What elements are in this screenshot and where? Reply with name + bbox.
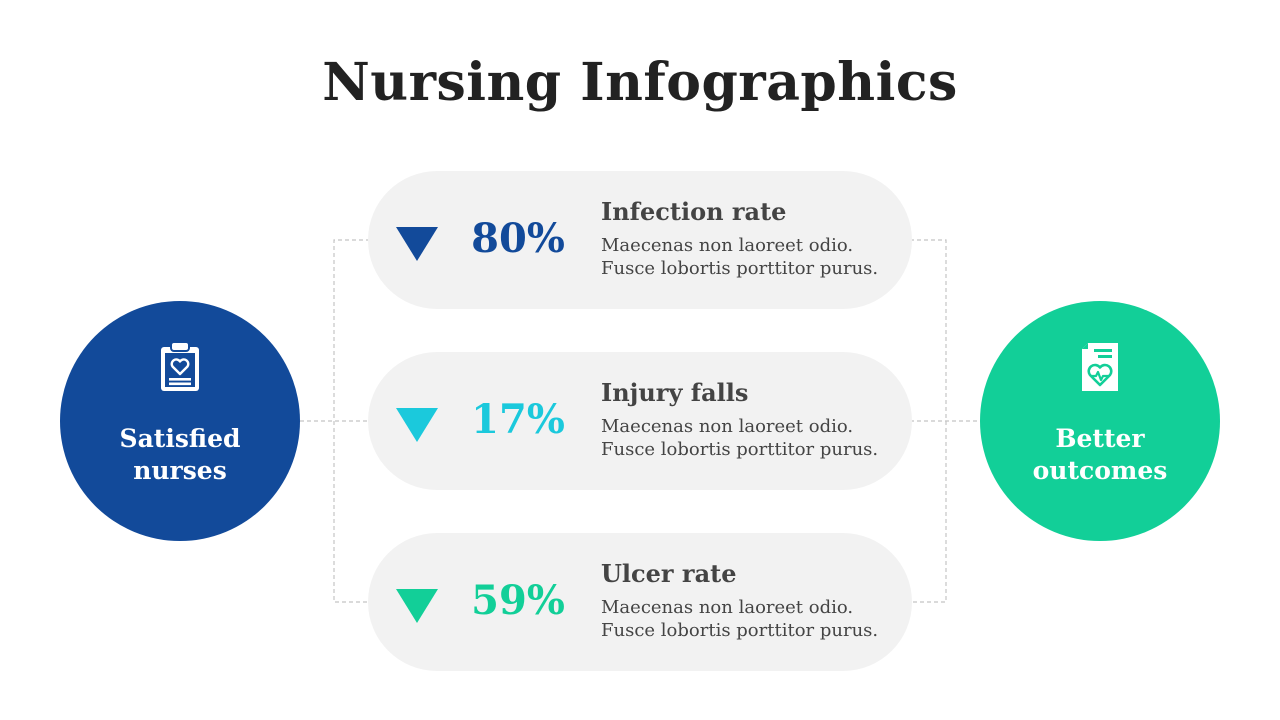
infection-rate-percent: 80% <box>471 215 565 262</box>
injury-falls-card: 17% Injury falls Maecenas non laoreet od… <box>368 352 912 490</box>
better-outcomes-label: Better outcomes <box>1032 424 1168 485</box>
satisfied-nurses-label: Satisfied nurses <box>119 424 241 485</box>
ulcer-rate-card: 59% Ulcer rate Maecenas non laoreet odio… <box>368 533 912 671</box>
injury-falls-description: Maecenas non laoreet odio. Fusce loborti… <box>601 416 879 460</box>
left-bracket-line <box>333 239 370 603</box>
ulcer-rate-title: Ulcer rate <box>601 559 737 588</box>
infection-rate-title: Infection rate <box>601 197 787 226</box>
triangle-down-icon <box>396 227 438 261</box>
triangle-down-icon <box>396 589 438 623</box>
injury-falls-title: Injury falls <box>601 378 749 407</box>
infection-rate-description: Maecenas non laoreet odio. Fusce loborti… <box>601 235 879 279</box>
better-outcomes-circle: Better outcomes <box>980 301 1220 541</box>
satisfied-nurses-circle: Satisfied nurses <box>60 301 300 541</box>
injury-falls-percent: 17% <box>471 396 565 443</box>
infection-rate-card: 80% Infection rate Maecenas non laoreet … <box>368 171 912 309</box>
medical-report-heart-icon <box>1082 343 1118 391</box>
triangle-down-icon <box>396 408 438 442</box>
ulcer-rate-percent: 59% <box>471 577 565 624</box>
ulcer-rate-description: Maecenas non laoreet odio. Fusce loborti… <box>601 597 879 641</box>
page-title: Nursing Infographics <box>322 52 958 113</box>
clipboard-heart-icon <box>161 341 199 391</box>
